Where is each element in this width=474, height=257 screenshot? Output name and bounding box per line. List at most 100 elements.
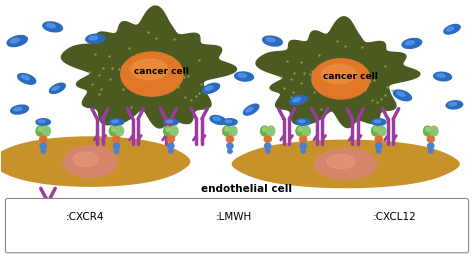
Ellipse shape — [351, 213, 354, 217]
Ellipse shape — [205, 86, 213, 90]
Ellipse shape — [86, 34, 105, 43]
Ellipse shape — [302, 126, 310, 136]
Ellipse shape — [114, 149, 118, 153]
Ellipse shape — [428, 149, 433, 153]
Ellipse shape — [38, 120, 45, 123]
Ellipse shape — [38, 127, 42, 131]
Ellipse shape — [312, 59, 370, 99]
Ellipse shape — [21, 75, 29, 80]
Ellipse shape — [41, 149, 46, 153]
Ellipse shape — [428, 143, 434, 149]
Ellipse shape — [116, 126, 124, 136]
Ellipse shape — [300, 143, 306, 149]
Ellipse shape — [49, 83, 65, 94]
Ellipse shape — [36, 126, 44, 136]
Ellipse shape — [300, 136, 307, 142]
Ellipse shape — [111, 127, 115, 131]
Ellipse shape — [393, 90, 411, 101]
Ellipse shape — [301, 149, 305, 153]
Ellipse shape — [355, 212, 362, 221]
Ellipse shape — [113, 136, 120, 142]
Ellipse shape — [447, 27, 454, 31]
Ellipse shape — [213, 117, 220, 121]
Ellipse shape — [7, 35, 27, 47]
Ellipse shape — [292, 98, 301, 102]
Ellipse shape — [349, 212, 356, 221]
Ellipse shape — [18, 74, 36, 84]
Ellipse shape — [264, 143, 271, 149]
Polygon shape — [256, 17, 420, 127]
Ellipse shape — [113, 143, 119, 149]
Ellipse shape — [263, 127, 266, 131]
Ellipse shape — [225, 120, 232, 123]
Ellipse shape — [375, 136, 383, 142]
Text: cancer cell: cancer cell — [134, 67, 189, 76]
Ellipse shape — [449, 103, 456, 106]
FancyBboxPatch shape — [5, 198, 469, 253]
Ellipse shape — [46, 24, 55, 28]
Ellipse shape — [180, 210, 209, 224]
Ellipse shape — [109, 119, 124, 125]
Ellipse shape — [437, 74, 445, 77]
Ellipse shape — [223, 126, 231, 136]
Ellipse shape — [267, 126, 275, 136]
Ellipse shape — [73, 152, 98, 167]
Ellipse shape — [397, 92, 405, 96]
Ellipse shape — [223, 119, 237, 125]
Ellipse shape — [63, 146, 118, 178]
Ellipse shape — [405, 41, 414, 45]
Ellipse shape — [299, 120, 305, 123]
Ellipse shape — [40, 136, 47, 142]
Text: :CXCR4: :CXCR4 — [66, 212, 104, 222]
Ellipse shape — [444, 24, 460, 34]
Polygon shape — [232, 140, 459, 188]
Text: :CXCL12: :CXCL12 — [373, 212, 417, 222]
Ellipse shape — [89, 36, 98, 40]
Ellipse shape — [298, 127, 302, 131]
Ellipse shape — [166, 120, 173, 123]
Ellipse shape — [430, 126, 438, 136]
Ellipse shape — [210, 116, 226, 124]
Ellipse shape — [14, 107, 22, 111]
Ellipse shape — [246, 107, 253, 112]
Ellipse shape — [424, 126, 432, 136]
Ellipse shape — [376, 149, 381, 153]
Ellipse shape — [10, 38, 19, 43]
Ellipse shape — [321, 65, 356, 84]
Ellipse shape — [434, 72, 452, 81]
Ellipse shape — [372, 119, 386, 125]
Ellipse shape — [238, 74, 246, 77]
Ellipse shape — [185, 213, 198, 219]
Ellipse shape — [227, 143, 233, 149]
Ellipse shape — [353, 233, 357, 236]
Ellipse shape — [36, 119, 50, 125]
Ellipse shape — [225, 127, 228, 131]
Ellipse shape — [244, 104, 259, 115]
Ellipse shape — [264, 136, 271, 142]
Ellipse shape — [229, 126, 237, 136]
Ellipse shape — [11, 105, 28, 114]
Ellipse shape — [375, 143, 382, 149]
Ellipse shape — [131, 59, 168, 80]
Ellipse shape — [265, 149, 270, 153]
Ellipse shape — [43, 22, 63, 32]
Ellipse shape — [228, 149, 232, 153]
Ellipse shape — [166, 127, 170, 131]
Ellipse shape — [402, 39, 422, 48]
Ellipse shape — [164, 126, 172, 136]
Text: :LMWH: :LMWH — [216, 212, 252, 222]
Ellipse shape — [296, 126, 304, 136]
Ellipse shape — [327, 154, 355, 169]
Ellipse shape — [261, 126, 269, 136]
Ellipse shape — [427, 136, 434, 142]
Ellipse shape — [374, 120, 381, 123]
Ellipse shape — [263, 36, 282, 46]
Ellipse shape — [112, 120, 118, 123]
Ellipse shape — [426, 127, 429, 131]
Ellipse shape — [169, 149, 173, 153]
Ellipse shape — [446, 101, 463, 109]
Text: endothelial cell: endothelial cell — [201, 184, 292, 194]
Ellipse shape — [378, 126, 386, 136]
Ellipse shape — [266, 38, 275, 42]
Ellipse shape — [164, 119, 178, 125]
